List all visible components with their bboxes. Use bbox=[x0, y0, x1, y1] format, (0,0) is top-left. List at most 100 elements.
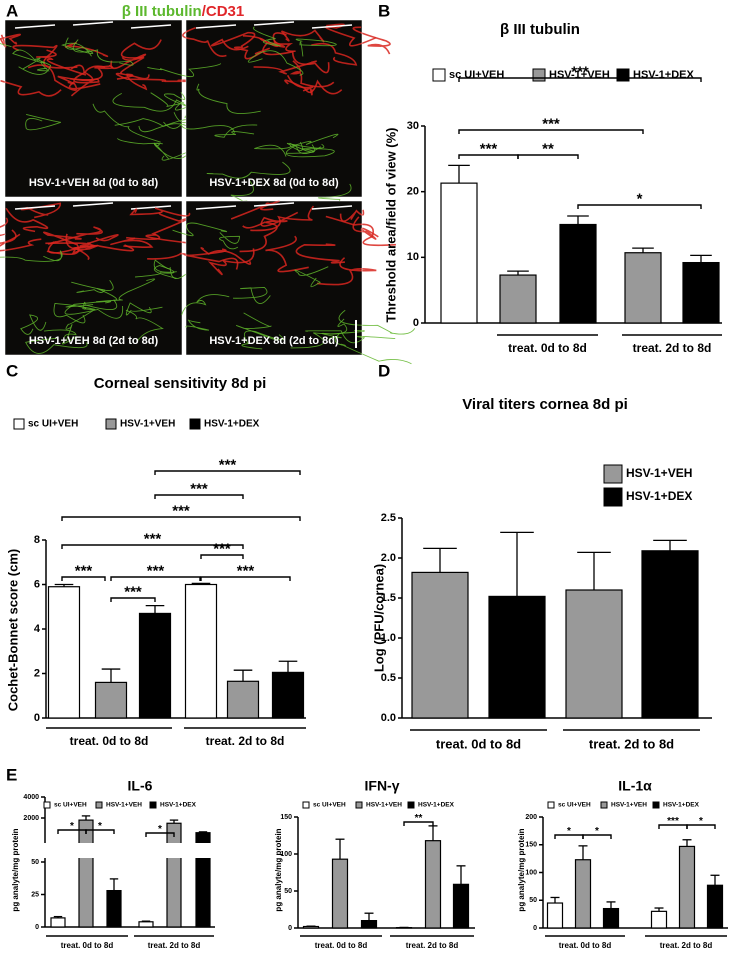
limbus-mark bbox=[14, 24, 56, 29]
nerve bbox=[236, 312, 278, 342]
nerve bbox=[71, 281, 106, 293]
stain-red: /CD31 bbox=[202, 3, 245, 20]
vessel bbox=[47, 226, 103, 245]
y-axis-label: Log (PFU/cornea) bbox=[371, 564, 386, 672]
significance-label: * bbox=[699, 816, 703, 827]
chart-title: IL-1α bbox=[618, 778, 652, 794]
y-tick-label: 50 bbox=[284, 888, 292, 895]
y-tick-label: 100 bbox=[525, 869, 537, 876]
nerve bbox=[0, 250, 63, 262]
nerve bbox=[12, 49, 46, 70]
vessel bbox=[65, 233, 99, 255]
legend-swatch bbox=[189, 418, 201, 430]
significance-bracket bbox=[110, 576, 201, 581]
legend-swatch bbox=[95, 801, 103, 809]
nerve bbox=[92, 103, 161, 143]
significance-label: *** bbox=[190, 481, 208, 498]
limbus-mark bbox=[311, 205, 353, 210]
significance-label: *** bbox=[124, 584, 142, 601]
significance-bracket bbox=[582, 834, 612, 839]
significance-label: * bbox=[98, 821, 102, 832]
significance-bracket bbox=[517, 154, 579, 159]
significance-label: * bbox=[70, 821, 74, 832]
group-label: treat. 2d to 8d bbox=[206, 734, 285, 748]
chart-title: IFN-γ bbox=[365, 778, 400, 794]
y-tick-label: 50 bbox=[31, 859, 39, 866]
significance-bracket bbox=[686, 824, 716, 829]
y-tick-label: 150 bbox=[280, 814, 292, 821]
bar bbox=[166, 822, 182, 928]
significance-bracket bbox=[577, 204, 702, 209]
nerve bbox=[181, 294, 230, 316]
significance-label: * bbox=[595, 826, 599, 837]
legend-swatch bbox=[302, 801, 310, 809]
bar bbox=[47, 586, 81, 719]
limbus-mark bbox=[72, 202, 114, 207]
vessel bbox=[0, 80, 62, 97]
y-tick-label: 2 bbox=[34, 667, 40, 679]
legend-label: HSV-1+VEH bbox=[626, 466, 692, 480]
vessel bbox=[69, 64, 114, 81]
nerve bbox=[125, 309, 164, 342]
group-label: treat. 0d to 8d bbox=[61, 941, 114, 950]
vessel bbox=[295, 243, 346, 264]
legend-swatch bbox=[603, 464, 623, 484]
group-label: treat. 2d to 8d bbox=[406, 941, 459, 950]
legend-swatch bbox=[616, 68, 630, 82]
legend-label: HSV-1+DEX bbox=[633, 69, 694, 81]
significance-label: *** bbox=[75, 563, 93, 580]
panel-label: C bbox=[6, 361, 18, 380]
nerve bbox=[61, 37, 94, 57]
significance-label: ** bbox=[542, 141, 554, 158]
significance-bracket bbox=[154, 494, 244, 499]
significance-label: *** bbox=[144, 531, 162, 548]
vessel bbox=[286, 74, 314, 96]
panel-label: D bbox=[378, 361, 390, 380]
micrograph-label: HSV-1+DEX 8d (2d to 8d) bbox=[209, 335, 339, 347]
nerve bbox=[294, 266, 329, 288]
limbus-mark bbox=[311, 24, 353, 29]
significance-label: * bbox=[567, 826, 571, 837]
y-tick-label: 6 bbox=[34, 578, 40, 590]
y-tick-label: 4000 bbox=[23, 794, 39, 801]
vessel bbox=[45, 233, 119, 247]
vessel bbox=[5, 207, 49, 233]
panel-label: E bbox=[6, 765, 17, 784]
vessel bbox=[284, 79, 343, 95]
y-tick-label: 200 bbox=[525, 814, 537, 821]
significance-label: *** bbox=[237, 563, 255, 580]
significance-bracket bbox=[458, 77, 702, 82]
nerve bbox=[241, 330, 284, 350]
nerve bbox=[247, 50, 304, 76]
legend-swatch bbox=[407, 801, 415, 809]
y-tick-label: 0 bbox=[413, 317, 419, 329]
vessel bbox=[0, 233, 7, 237]
micrograph bbox=[186, 201, 362, 355]
axis-break bbox=[47, 843, 217, 858]
micrograph-vessels bbox=[0, 33, 214, 161]
bar bbox=[184, 583, 218, 719]
vessel bbox=[182, 26, 227, 57]
legend-swatch bbox=[355, 801, 363, 809]
bar bbox=[106, 889, 122, 928]
group-label: treat. 0d to 8d bbox=[559, 941, 612, 950]
nerve bbox=[290, 133, 339, 151]
y-tick-label: 2.0 bbox=[381, 552, 396, 564]
image-frame bbox=[4, 200, 183, 356]
vessel bbox=[325, 215, 396, 247]
vessel bbox=[70, 65, 106, 97]
y-tick-label: 0.5 bbox=[381, 672, 396, 684]
significance-bracket bbox=[403, 821, 434, 826]
group-label: treat. 0d to 8d bbox=[315, 941, 368, 950]
legend-swatch bbox=[532, 68, 546, 82]
vessel bbox=[20, 202, 62, 219]
significance-bracket bbox=[61, 576, 106, 581]
significance-bracket bbox=[85, 829, 115, 834]
micrograph-vessels bbox=[147, 23, 391, 212]
nerve bbox=[196, 83, 261, 115]
bar bbox=[94, 681, 128, 719]
nerve bbox=[20, 314, 47, 335]
bar bbox=[331, 858, 349, 929]
y-tick-label: 50 bbox=[529, 897, 537, 904]
legend-label: HSV-1+VEH bbox=[106, 802, 142, 809]
